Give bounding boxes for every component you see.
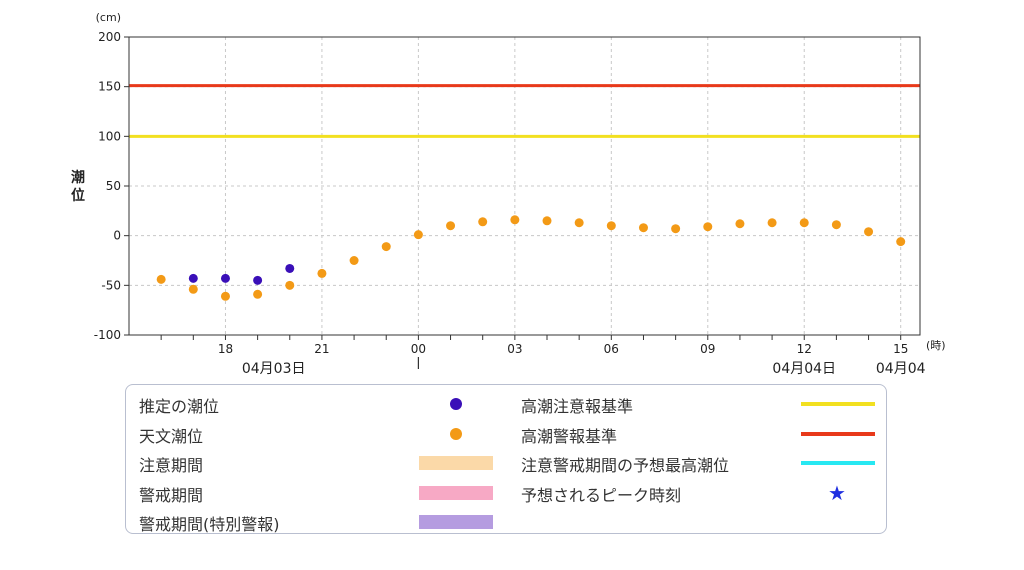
astronomical-tide-point [735, 219, 745, 229]
x-unit-label: (時) [926, 339, 946, 352]
chart-legend: 推定の潮位天文潮位注意期間警戒期間警戒期間(特別警報) 高潮注意報基準 高潮警報基準… [125, 384, 887, 534]
astronomical-tide-point [156, 274, 166, 284]
x-tick-label: 06 [604, 342, 619, 356]
astronomical-tide-point [896, 237, 906, 247]
astronomical-tide-point [478, 217, 488, 227]
astronomical-tide-point [349, 256, 359, 265]
legend-label: 高潮注意報基準 [521, 397, 634, 416]
legend-band-swatch [419, 515, 493, 529]
x-tick-label: 18 [218, 342, 233, 356]
estimated-tide-point [253, 275, 263, 285]
astronomical-tide-point [413, 230, 423, 240]
y-tick-label: 150 [98, 80, 121, 94]
astronomical-tide-point [381, 242, 391, 252]
astronomical-tide-point [317, 268, 327, 278]
y-axis-label-char: 位 [71, 187, 85, 204]
legend-dot-icon [450, 427, 462, 440]
legend-label: 推定の潮位 [139, 397, 220, 416]
astronomical-tide-point [510, 215, 520, 225]
estimated-tide-point [285, 263, 295, 273]
x-tick-label: 09 [700, 342, 715, 356]
legend-band-swatch [419, 485, 493, 500]
astronomical-tide-point [703, 222, 713, 232]
tide-level-chart: 200 150 100 50 0 -50 -100 18 21 00 03 06 09 12 15 04月03… [71, 11, 946, 377]
legend-band-swatch [419, 456, 493, 470]
legend-label: 高潮警報基準 [521, 426, 618, 446]
star-icon: ★ [828, 480, 846, 505]
astronomical-tide-point [253, 289, 263, 299]
y-unit-label: (cm) [96, 11, 121, 24]
legend-label: 注意警戒期間の予想最高潮位 [521, 456, 730, 475]
legend-dot-icon [450, 398, 462, 410]
estimated-tide-point [188, 273, 198, 283]
legend-label: 予想されるピーク時刻 [521, 485, 682, 505]
astronomical-tide-point [574, 218, 584, 228]
x-tick-label: 15 [893, 342, 908, 356]
y-tick-label: 50 [106, 179, 121, 193]
legend-label: 警戒期間(特別警報) [139, 515, 280, 534]
y-tick-label: -100 [94, 328, 121, 342]
x-tick-label: 03 [507, 342, 522, 356]
y-tick-label: 100 [98, 129, 121, 143]
legend-line-swatch [801, 402, 875, 406]
x-tick-label: 12 [797, 342, 812, 356]
estimated-tide-point [220, 273, 230, 283]
y-tick-label: 200 [98, 30, 121, 44]
y-tick-label: 0 [113, 229, 121, 243]
astronomical-tide-point [606, 221, 616, 231]
y-tick-label: -50 [101, 278, 121, 292]
date-label: 04月04 [876, 361, 926, 377]
legend-label: 天文潮位 [139, 426, 204, 446]
astronomical-tide-point [446, 221, 456, 231]
legend-line-swatch [801, 431, 875, 436]
date-label: 04月03日 [242, 361, 306, 377]
legend-label: 警戒期間 [139, 485, 204, 505]
x-tick-label: 00 [411, 342, 426, 356]
date-label: 04月04日 [772, 361, 836, 377]
astronomical-tide-point [831, 220, 841, 230]
y-axis-label-char: 潮 [71, 169, 85, 186]
astronomical-tide-point [767, 218, 777, 228]
astronomical-tide-point [671, 224, 681, 234]
legend-line-swatch [801, 461, 875, 465]
astronomical-tide-point [542, 216, 552, 226]
legend-label: 注意期間 [139, 456, 204, 475]
astronomical-tide-point [220, 291, 230, 301]
astronomical-tide-point [188, 284, 198, 294]
astronomical-tide-point [799, 218, 809, 228]
x-tick-label: 21 [314, 342, 329, 356]
astronomical-tide-point [638, 223, 648, 233]
astronomical-tide-point [285, 280, 295, 290]
astronomical-tide-point [864, 227, 874, 237]
